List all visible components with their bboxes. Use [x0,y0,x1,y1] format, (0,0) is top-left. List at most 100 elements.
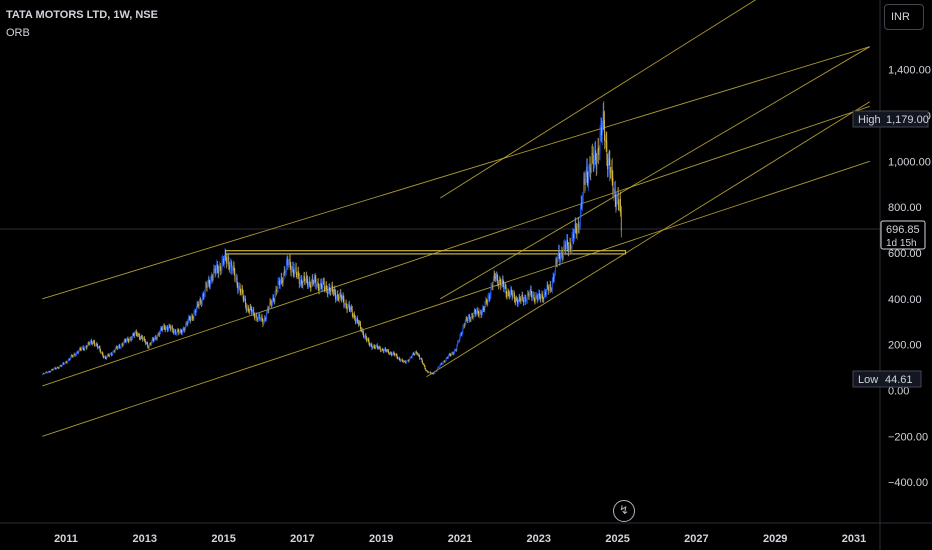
candle [70,356,71,361]
candle [148,345,149,349]
candle [116,345,117,350]
lightning-bolt-icon[interactable]: ↯ [613,500,635,522]
trendline[interactable] [42,160,870,437]
candle [283,265,285,281]
candle [76,350,78,354]
candle [320,278,322,290]
symbol-title[interactable]: TATA MOTORS LTD, 1W, NSE [6,9,158,21]
candle [575,217,577,234]
candle [581,195,583,210]
candle [248,305,249,313]
candle [473,312,474,321]
candle [341,294,342,303]
candle [461,330,463,338]
candle [244,294,246,302]
currency-button[interactable]: INR [884,4,924,30]
candle [320,278,321,291]
candle [359,319,361,326]
candle [281,272,283,285]
candle [71,354,73,358]
trendline[interactable] [426,101,870,378]
candle [163,323,164,330]
candle [83,347,85,351]
candle [384,347,386,352]
candle [498,280,499,290]
candle [604,110,605,150]
candle [553,273,555,283]
candle [136,331,138,337]
candle [608,152,609,177]
candle [381,348,383,353]
candle [567,241,569,257]
price-tick-label: −200.00 [888,431,928,443]
candle [205,281,207,289]
candle [294,263,296,278]
candle [385,347,386,353]
candle [476,307,477,316]
trendline[interactable] [440,0,783,199]
candle [229,261,230,273]
indicator-label[interactable]: ORB [6,27,30,39]
candle [202,290,204,301]
candle [367,337,368,342]
candle [473,307,475,318]
candle [467,314,469,324]
candle [132,332,133,341]
candle [593,154,595,173]
candle [160,326,162,331]
candle [354,315,356,325]
candle [158,331,160,338]
candle [255,311,257,319]
trendline[interactable] [42,105,870,387]
candle [58,366,60,370]
candle [90,339,92,344]
candle [478,310,480,318]
candle [201,299,202,308]
candle [129,337,130,343]
candle [459,333,461,343]
candle [342,292,344,303]
candle [323,277,325,293]
candle [195,306,197,316]
trendline[interactable] [42,46,870,300]
price-tick-label: 400.00 [888,294,922,306]
candle [194,308,196,315]
candle [130,336,132,342]
candle [165,324,167,332]
low-tag-label: Low [858,374,878,386]
candle [540,292,542,304]
trendline-group[interactable] [42,0,870,437]
candle [110,351,112,357]
candle [128,338,130,344]
candle [569,237,571,253]
candle [349,305,351,313]
candle [252,306,254,315]
candle [554,270,555,283]
candle [181,329,183,336]
candle [398,356,399,360]
candle [448,354,449,360]
candle [604,134,606,148]
candle [601,117,602,143]
time-axis[interactable]: 2011 2013 2015 2017 2019 2021 2023 2025 2027 2029… [54,533,866,545]
candle [452,351,454,356]
candle [511,289,513,301]
candle [251,309,253,314]
candle [620,191,621,217]
candle [65,360,67,364]
candle [407,359,409,363]
candle [222,254,224,267]
candle [457,340,458,348]
candle [143,336,145,341]
candle [592,146,594,172]
candle [609,150,611,182]
low-price-tag: Low 44.61 [852,370,922,388]
trendline[interactable] [440,46,870,300]
candle [257,312,259,322]
candle [190,314,192,323]
candle [333,286,335,297]
candle [87,341,89,348]
candle [404,360,405,363]
candle [61,363,63,367]
